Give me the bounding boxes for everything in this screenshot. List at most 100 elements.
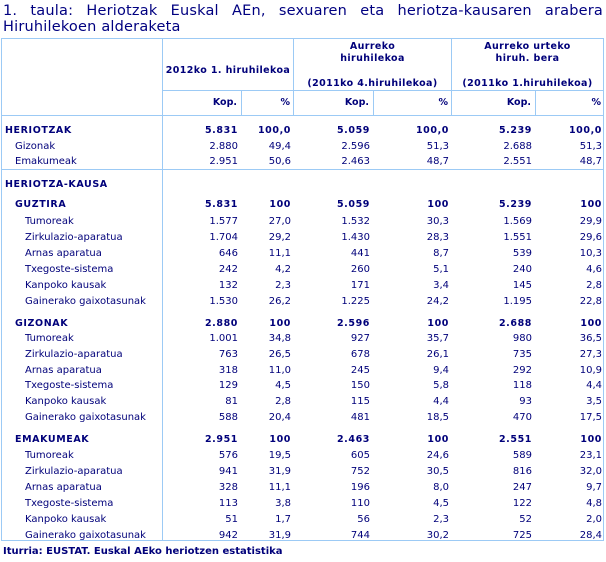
cell-percent: 4,5	[433, 498, 449, 509]
cell-count: 245	[350, 365, 370, 376]
table-row: HERIOTZAK 5.831 100,0 5.059 100,0 5.239 100,0	[2, 123, 605, 139]
row-label: Gizonak	[15, 141, 56, 152]
cell-percent: 29,6	[579, 232, 602, 243]
cell-count: 132	[218, 280, 238, 291]
cell-percent: 48,7	[579, 156, 602, 167]
subheader-kop: Kop.	[212, 97, 237, 108]
cell-percent: 28,3	[426, 232, 449, 243]
cell-percent: 22,8	[579, 296, 602, 307]
table-row: GIZONAK 2.880 100 2.596 100 2.688 100	[2, 316, 605, 332]
cell-count: 2.880	[204, 318, 238, 329]
row-label: HERIOTZA-KAUSA	[5, 179, 108, 190]
cell-percent: 30,5	[426, 466, 449, 477]
cell-count: 110	[350, 498, 370, 509]
cell-count: 2.880	[209, 141, 238, 152]
cell-count: 51	[225, 514, 238, 525]
cell-count: 93	[519, 396, 532, 407]
cell-count: 2.596	[341, 141, 370, 152]
cell-count: 1.001	[209, 333, 238, 344]
cell-percent: 51,3	[426, 141, 449, 152]
cell-percent: 100	[580, 434, 602, 445]
cell-count: 115	[350, 396, 370, 407]
divider	[241, 90, 242, 115]
table-row: Tumoreak 576 19,5 605 24,6 589 23,1	[2, 448, 605, 464]
cell-count: 240	[512, 264, 532, 275]
table-row: Tumoreak 1.001 34,8 927 35,7 980 36,5	[2, 331, 605, 347]
cell-percent: 36,5	[579, 333, 602, 344]
table-row: Tumoreak 1.577 27,0 1.532 30,3 1.569 29,9	[2, 214, 605, 230]
title-line-2: Hiruhilekoen alderaketa	[3, 19, 181, 35]
row-label: Emakumeak	[15, 156, 77, 167]
subheader-pct: %	[438, 97, 448, 108]
divider	[162, 39, 163, 540]
cell-percent: 1,7	[275, 514, 291, 525]
header-previous-quarter-sub: (2011ko 4.hiruhilekoa)	[307, 78, 438, 89]
cell-percent: 49,4	[268, 141, 291, 152]
cell-percent: 8,7	[433, 248, 449, 259]
table-row: Txegoste-sistema 113 3,8 110 4,5 122 4,8	[2, 496, 605, 512]
cell-percent: 19,5	[268, 450, 291, 461]
table-row: Txegoste-sistema 129 4,5 150 5,8 118 4,4	[2, 378, 605, 394]
cell-count: 2.551	[498, 434, 532, 445]
cell-count: 1.532	[341, 216, 370, 227]
table-row: Emakumeak 2.951 50,6 2.463 48,7 2.551 48,7	[2, 154, 605, 170]
table-row: Zirkulazio-aparatua 1.704 29,2 1.430 28,3 1.5…	[2, 230, 605, 246]
cell-count: 1.225	[341, 296, 370, 307]
table-row: Kanpoko kausak 51 1,7 56 2,3 52 2,0	[2, 512, 605, 528]
cell-percent: 100,0	[415, 125, 449, 136]
cell-count: 1.195	[503, 296, 532, 307]
cell-percent: 100	[269, 318, 291, 329]
divider	[2, 169, 603, 170]
divider	[293, 39, 294, 115]
cell-count: 5.059	[336, 199, 370, 210]
cell-percent: 4,8	[586, 498, 602, 509]
cell-percent: 11,1	[268, 248, 291, 259]
cell-count: 1.430	[341, 232, 370, 243]
cell-percent: 26,2	[268, 296, 291, 307]
cell-count: 5.239	[498, 125, 532, 136]
cell-count: 2.596	[336, 318, 370, 329]
cell-count: 196	[350, 482, 370, 493]
cell-percent: 30,3	[426, 216, 449, 227]
cell-count: 2.688	[498, 318, 532, 329]
cell-count: 2.951	[209, 156, 238, 167]
cell-percent: 27,0	[268, 216, 291, 227]
subheader-kop: Kop.	[506, 97, 531, 108]
cell-percent: 50,6	[268, 156, 291, 167]
row-label: Zirkulazio-aparatua	[25, 349, 123, 360]
cell-percent: 4,6	[586, 264, 602, 275]
cell-count: 441	[350, 248, 370, 259]
cell-count: 588	[218, 412, 238, 423]
cell-count: 81	[225, 396, 238, 407]
cell-count: 247	[512, 482, 532, 493]
row-label: Gainerako gaixotasunak	[25, 530, 146, 541]
cell-percent: 2,3	[433, 514, 449, 525]
table-row: Gainerako gaixotasunak 942 31,9 744 30,2 725 2…	[2, 528, 605, 544]
cell-count: 470	[512, 412, 532, 423]
table-row: Arnas aparatua 646 11,1 441 8,7 539 10,3	[2, 246, 605, 262]
row-label: Arnas aparatua	[25, 365, 102, 376]
divider	[2, 115, 603, 116]
header-same-quarter-last-year-sub: (2011ko 1.hiruhilekoa)	[462, 78, 593, 89]
row-label: Arnas aparatua	[25, 248, 102, 259]
cell-percent: 35,7	[426, 333, 449, 344]
cell-count: 1.569	[503, 216, 532, 227]
cell-count: 816	[512, 466, 532, 477]
cell-percent: 2,3	[275, 280, 291, 291]
cell-percent: 100,0	[568, 125, 602, 136]
cell-percent: 10,9	[579, 365, 602, 376]
cell-percent: 30,2	[426, 530, 449, 541]
table-row: Gizonak 2.880 49,4 2.596 51,3 2.688 51,3	[2, 139, 605, 155]
cell-percent: 3,5	[586, 396, 602, 407]
cell-count: 52	[519, 514, 532, 525]
table-row: Zirkulazio-aparatua 941 31,9 752 30,5 816 32,0	[2, 464, 605, 480]
cell-count: 2.463	[341, 156, 370, 167]
cell-count: 318	[218, 365, 238, 376]
cell-percent: 27,3	[579, 349, 602, 360]
row-label: Txegoste-sistema	[25, 380, 114, 391]
row-label: Gainerako gaixotasunak	[25, 296, 146, 307]
subheader-pct: %	[280, 97, 290, 108]
cell-count: 744	[350, 530, 370, 541]
cell-percent: 8,0	[433, 482, 449, 493]
cell-count: 328	[218, 482, 238, 493]
